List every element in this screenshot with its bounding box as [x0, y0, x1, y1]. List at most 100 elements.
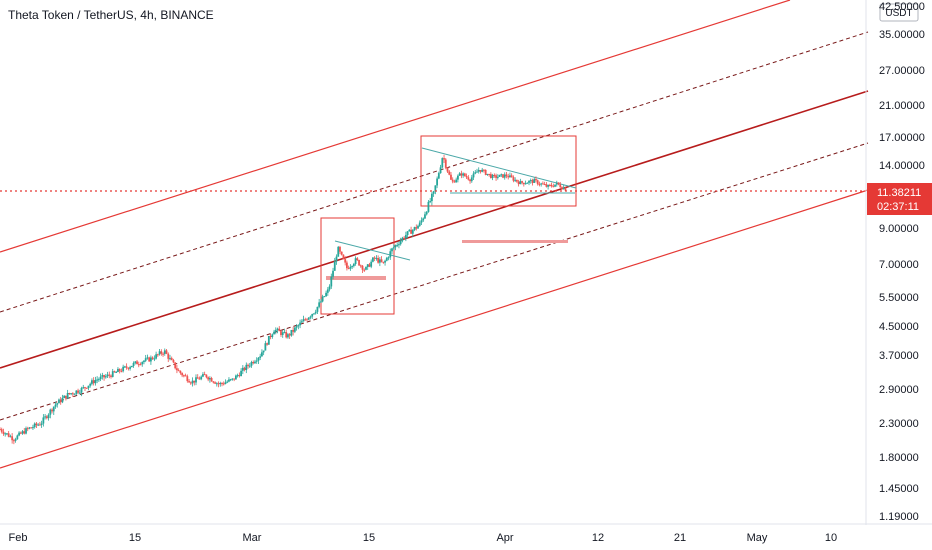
candle-body — [240, 370, 242, 377]
candle-body — [125, 366, 128, 368]
candle-body — [18, 432, 20, 436]
candle-body — [238, 375, 241, 377]
price-axis[interactable]: USDT 42.50000 35.00000 27.00000 21.00000 17.… — [865, 0, 932, 525]
candle-body — [512, 177, 515, 181]
candle-body — [184, 375, 187, 377]
price-tick-label: 3.70000 — [879, 350, 919, 362]
candle-body — [12, 440, 15, 442]
candle-body — [342, 254, 345, 260]
candle-body — [195, 377, 197, 383]
candle-body — [391, 248, 393, 252]
candle-body — [47, 414, 50, 419]
candle-body — [92, 380, 95, 384]
candle-body — [545, 184, 548, 187]
candle-body — [328, 286, 331, 290]
candle-body — [189, 382, 192, 384]
drawing-layer[interactable] — [0, 0, 869, 469]
candle-body — [314, 311, 317, 314]
pattern-box-1[interactable] — [320, 217, 395, 315]
candle-body — [340, 251, 343, 255]
candle-body — [7, 433, 10, 437]
time-axis[interactable]: Feb 15 Mar 15 Apr 12 21 May 10 — [0, 523, 932, 544]
candle-body — [509, 175, 511, 178]
candle-body — [302, 319, 305, 322]
candle-body — [333, 261, 336, 271]
time-tick-label: May — [747, 532, 768, 544]
candle-body — [162, 353, 164, 355]
pattern-1-trendline[interactable] — [334, 240, 411, 261]
support-zone-1[interactable] — [326, 276, 386, 280]
candle-body — [207, 377, 210, 380]
candle-body — [150, 357, 152, 362]
price-tick-label: 35.00000 — [879, 29, 925, 41]
candle-body — [514, 179, 517, 181]
candle-body — [129, 367, 131, 369]
candle-body — [215, 383, 218, 385]
candle-body — [42, 417, 45, 424]
candle-body — [427, 201, 430, 212]
support-zone-2[interactable] — [462, 240, 568, 243]
candle-body — [484, 169, 487, 175]
candle-body — [148, 357, 151, 362]
candle-body — [52, 406, 55, 412]
candle-body — [462, 173, 465, 176]
candle-body — [507, 176, 510, 178]
candle-body — [432, 191, 435, 194]
candle-body — [458, 173, 461, 176]
candle-body — [94, 380, 97, 384]
candle-body — [372, 257, 374, 262]
candle-body — [222, 383, 225, 385]
candle-body — [110, 375, 112, 377]
candle-body — [111, 371, 114, 377]
candle-body — [247, 364, 249, 366]
channel-upper-quarter-line[interactable] — [0, 31, 869, 313]
currency-badge[interactable] — [879, 3, 919, 22]
candle-body — [444, 159, 447, 168]
candle-body — [361, 265, 364, 270]
candle-body — [441, 158, 444, 168]
candle-body — [460, 173, 463, 176]
candle-body — [118, 368, 121, 372]
candle-body — [463, 173, 466, 177]
pattern-2-trendline[interactable] — [421, 147, 577, 189]
channel-lower-line[interactable] — [0, 189, 869, 469]
candle-body — [562, 187, 565, 189]
candle-body — [271, 334, 274, 338]
candle-body — [451, 179, 454, 182]
candle-body — [285, 332, 288, 338]
candle-body — [377, 257, 380, 263]
candle-body — [281, 332, 284, 335]
time-tick-label: 21 — [674, 532, 686, 544]
candle-body — [136, 361, 138, 365]
candle-body — [212, 381, 215, 383]
candle-body — [524, 183, 527, 185]
candle-body — [363, 269, 366, 271]
pattern-box-2[interactable] — [420, 135, 577, 207]
candle-body — [354, 258, 357, 264]
candle-body — [134, 361, 137, 364]
channel-lower-quarter-line[interactable] — [0, 142, 869, 421]
price-tick-label: 17.00000 — [879, 132, 925, 144]
candle-body — [40, 423, 43, 425]
candle-body — [378, 259, 381, 263]
candle-body — [455, 179, 458, 183]
candle-body — [418, 222, 421, 226]
candle-body — [266, 343, 269, 345]
candle-body — [123, 366, 126, 368]
candle-body — [75, 390, 78, 394]
candle-body — [387, 257, 390, 259]
candle-body — [87, 385, 90, 389]
candle-body — [300, 321, 303, 323]
channel-upper-line[interactable] — [0, 0, 791, 253]
candle-body — [346, 262, 348, 269]
candle-body — [493, 174, 496, 176]
candle-body — [443, 158, 445, 160]
candle-body — [526, 182, 529, 184]
candle-body — [335, 256, 338, 262]
candle-body — [368, 264, 371, 267]
price-tick-label: 1.45000 — [879, 483, 919, 495]
channel-median-line[interactable] — [0, 90, 869, 369]
candle-body — [257, 357, 260, 361]
